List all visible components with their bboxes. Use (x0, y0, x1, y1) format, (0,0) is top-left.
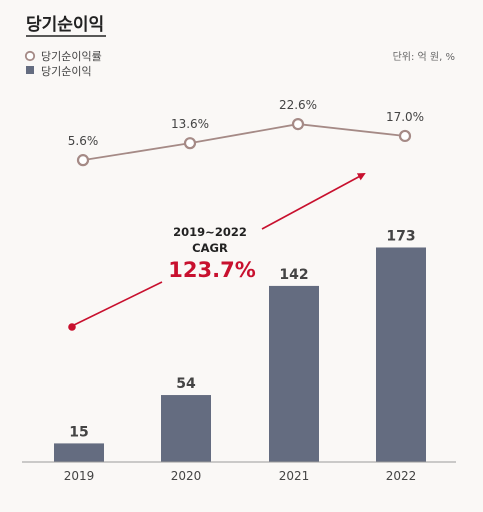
legend-bar-label: 당기순이익 (41, 65, 92, 78)
bar-2022 (376, 247, 426, 462)
margin-value-label: 17.0% (386, 110, 424, 124)
bar-2019 (54, 443, 104, 462)
bar-value-label: 173 (386, 228, 415, 244)
bar-value-label: 142 (279, 267, 308, 283)
chart-title: 당기순이익 (26, 15, 104, 35)
margin-value-label: 22.6% (279, 98, 317, 112)
bar-2021 (269, 285, 319, 462)
legend: 당기순이익률 당기순이익 (24, 50, 102, 78)
legend-bar-marker (26, 66, 34, 74)
margin-line (82, 123, 406, 162)
margin-value-label: 5.6% (68, 134, 99, 148)
x-tick-label: 2019 (64, 469, 95, 483)
cagr-value: 123.7% (168, 258, 255, 282)
net-income-bar-series: 15 54 142 173 (54, 228, 426, 462)
x-tick-label: 2021 (279, 469, 310, 483)
bar-2020 (161, 395, 211, 462)
cagr-label: CAGR (192, 241, 228, 255)
cagr-period: 2019~2022 (173, 225, 247, 239)
cagr-annotation: 2019~2022 CAGR 123.7% (68, 173, 366, 331)
x-tick-label: 2020 (171, 469, 202, 483)
x-tick-label: 2022 (386, 469, 417, 483)
cagr-arrow-start-dot (68, 323, 76, 331)
unit-label: 단위: 억 원, % (393, 50, 455, 63)
margin-point (398, 129, 412, 143)
x-axis-ticks: 2019 2020 2021 2022 (64, 469, 417, 483)
bar-value-label: 15 (69, 424, 88, 440)
margin-point (183, 137, 197, 150)
margin-point (76, 154, 90, 167)
margin-value-label: 13.6% (171, 117, 209, 131)
bar-value-label: 54 (176, 376, 196, 392)
margin-point (291, 117, 305, 131)
legend-line-label: 당기순이익률 (41, 50, 102, 63)
cagr-arrow-lower-segment (73, 281, 163, 326)
legend-line-marker (24, 50, 36, 62)
cagr-arrow-upper-segment (261, 173, 366, 230)
margin-line-series: 5.6% 13.6% 22.6% 17.0% (68, 98, 424, 167)
